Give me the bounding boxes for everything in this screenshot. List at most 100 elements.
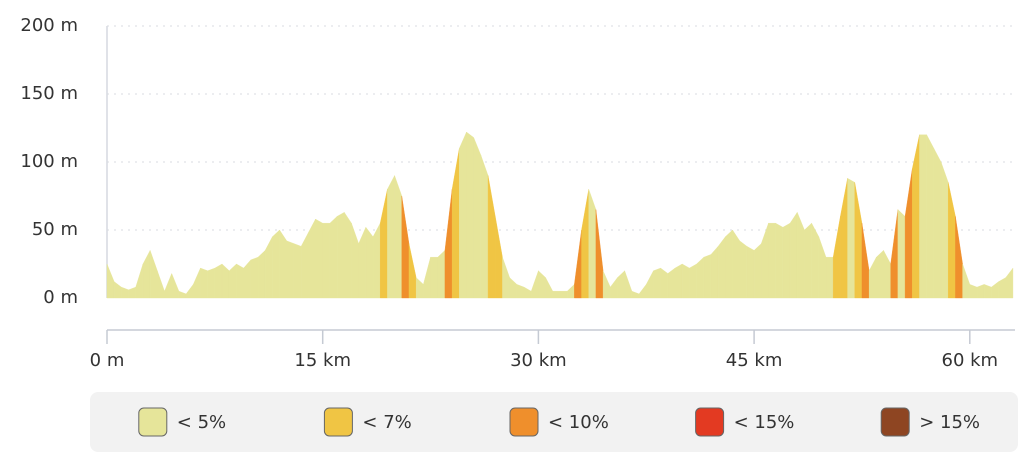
elevation-segment [437, 249, 446, 299]
elevation-segment [983, 284, 992, 299]
elevation-segment [207, 267, 216, 299]
elevation-segment [811, 223, 820, 299]
elevation-segment [444, 189, 453, 299]
elevation-segment [509, 277, 518, 299]
elevation-segment [128, 286, 136, 299]
elevation-segment [703, 254, 712, 299]
elevation-segment [717, 236, 726, 299]
elevation-segment [861, 223, 870, 299]
elevation-segment [674, 263, 683, 299]
elevation-segment [142, 250, 151, 299]
elevation-segment [358, 227, 367, 299]
elevation-segment [408, 243, 417, 299]
elevation-segment [229, 263, 237, 299]
elevation-segment [696, 256, 704, 299]
elevation-segment [797, 212, 805, 299]
elevation-segment [653, 267, 661, 299]
elevation-segment [768, 222, 776, 299]
elevation-segment [135, 263, 144, 299]
elevation-segment [818, 236, 827, 299]
y-tick-label: 150 m [20, 83, 78, 104]
elevation-segment [588, 189, 597, 299]
elevation-segment [912, 134, 920, 299]
elevation-segment [401, 195, 410, 299]
elevation-segment [825, 257, 834, 299]
elevation-segment [185, 283, 194, 299]
elevation-segment [660, 267, 669, 299]
elevation-segment [624, 270, 633, 299]
legend-swatch [323, 407, 353, 437]
elevation-segment [725, 229, 733, 299]
elevation-segment [753, 243, 762, 299]
legend-swatch [695, 407, 725, 437]
elevation-segment [171, 273, 180, 299]
legend-label: < 15% [734, 412, 795, 433]
elevation-segment [344, 211, 352, 299]
elevation-segment [581, 189, 589, 299]
elevation-segment [617, 270, 625, 299]
elevation-segment [746, 245, 755, 299]
elevation-segment [157, 270, 165, 299]
elevation-segment [236, 263, 244, 299]
elevation-segment [832, 216, 841, 299]
elevation-segment [638, 283, 647, 299]
elevation-segment [523, 286, 532, 299]
elevation-segment [365, 226, 374, 299]
elevation-segment [948, 182, 956, 299]
elevation-segment [847, 177, 855, 299]
elevation-segment [595, 209, 604, 299]
elevation-segment [926, 134, 935, 299]
elevation-segment [315, 218, 323, 299]
legend-swatch [138, 407, 168, 437]
legend-box [90, 392, 1018, 452]
y-tick-label: 100 m [20, 151, 78, 172]
elevation-segment [336, 211, 345, 299]
elevation-segment [868, 257, 877, 299]
elevation-segment [243, 259, 252, 299]
y-tick-label: 200 m [20, 15, 78, 36]
elevation-segment [782, 222, 791, 299]
elevation-segment [308, 219, 316, 299]
elevation-segment [610, 277, 618, 299]
legend-swatch [880, 407, 910, 437]
elevation-segment [121, 286, 129, 299]
elevation-segment [193, 267, 201, 299]
x-tick-label: 45 km [726, 350, 783, 371]
elevation-segment [466, 131, 474, 299]
elevation-segment [423, 257, 431, 299]
x-tick-label: 15 km [294, 350, 351, 371]
elevation-segment [279, 229, 287, 299]
elevation-segment [854, 182, 863, 299]
elevation-segment [293, 243, 302, 299]
x-tick-label: 0 m [90, 350, 125, 371]
elevation-segment [372, 223, 381, 299]
elevation-segment [955, 216, 963, 299]
elevation-segment [646, 270, 654, 299]
elevation-segment [969, 284, 978, 299]
elevation-segment [502, 257, 510, 299]
elevation-segment [214, 263, 223, 299]
legend-label: < 5% [177, 412, 226, 433]
elevation-segment [739, 240, 748, 299]
elevation-segment [1005, 267, 1014, 299]
elevation-segment [919, 134, 927, 299]
elevation-segment [574, 229, 582, 299]
elevation-segment [415, 277, 424, 299]
elevation-segment [890, 209, 899, 299]
elevation-segment [113, 281, 122, 299]
elevation-segment [804, 222, 812, 299]
elevation-segment [164, 273, 172, 299]
elevation-segment [531, 270, 539, 299]
elevation-segment [566, 283, 575, 299]
legend-label: < 7% [362, 412, 411, 433]
x-tick-label: 60 km [942, 350, 999, 371]
elevation-segment [106, 263, 115, 299]
elevation-segment [667, 267, 676, 299]
elevation-segment [272, 229, 280, 299]
elevation-segment [149, 250, 158, 299]
elevation-segment [991, 281, 999, 299]
elevation-segment [904, 168, 913, 299]
elevation-segment [962, 263, 970, 299]
legend-label: < 10% [548, 412, 609, 433]
elevation-segment [840, 178, 848, 299]
